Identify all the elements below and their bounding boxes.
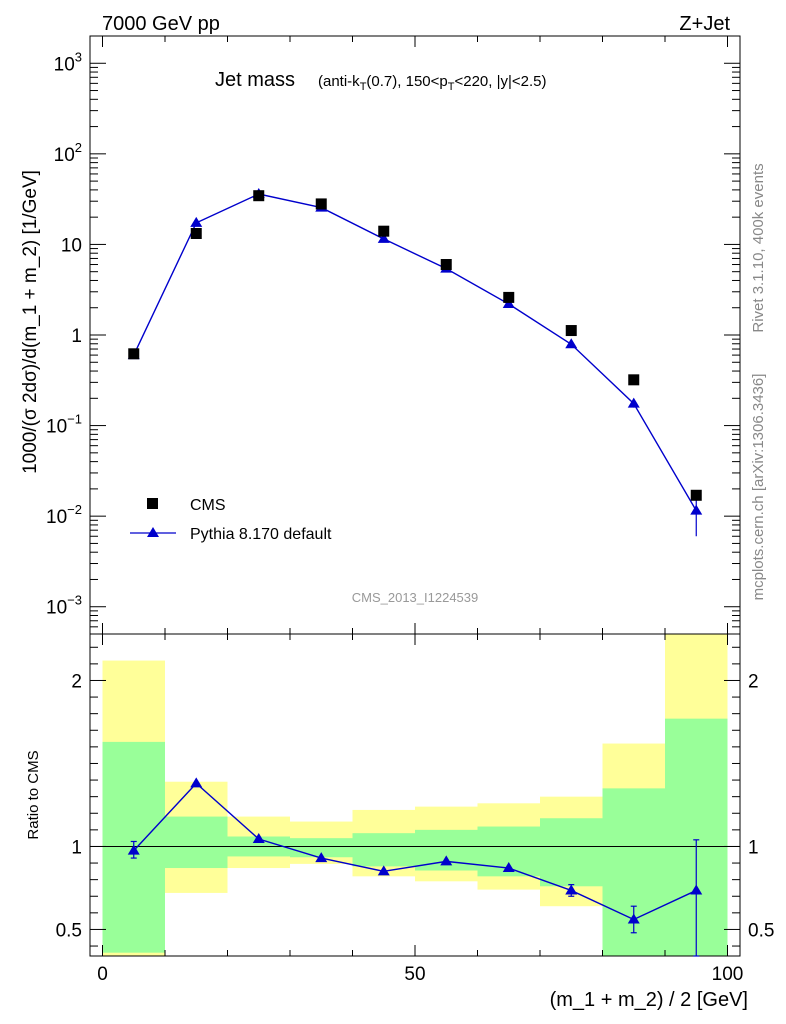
y-tick-label-1: 102	[54, 140, 82, 166]
ratio-inner-band-7	[540, 818, 603, 887]
legend-mc-label: Pythia 8.170 default	[190, 526, 332, 543]
y-tick-base-2: 10	[61, 235, 82, 256]
mc-marker-8	[627, 397, 640, 408]
mc-marker-6	[502, 297, 515, 308]
y-tick-exp-5: −2	[67, 502, 82, 517]
ratio-series	[127, 777, 703, 957]
ratio-marker-4	[377, 865, 390, 876]
mc-line	[133, 193, 697, 512]
ratio-y-axis-label: Ratio to CMS	[25, 750, 42, 839]
analysis-watermark: CMS_2013_I1224539	[352, 590, 479, 605]
cms-marker-4	[378, 225, 390, 237]
subtitle-part-1: (anti-k	[318, 73, 360, 90]
y-tick-exp-6: −3	[67, 593, 82, 608]
ratio-tick-label-left-1: 1	[71, 837, 82, 858]
subtitle-sub-1: T	[360, 81, 367, 93]
mc-marker-7	[565, 338, 578, 349]
ratio-marker-3	[315, 852, 328, 863]
y-tick-base-0: 10	[54, 54, 75, 75]
subtitle-part-2: (0.7), 150<p	[366, 73, 447, 90]
y-tick-label-0: 103	[54, 49, 82, 75]
cms-marker-7	[565, 325, 577, 337]
subtitle-part-3: <220, |y|<2.5)	[454, 73, 546, 90]
x-axis-label: (m_1 + m_2) / 2 [GeV]	[550, 989, 748, 1011]
y-tick-exp-4: −1	[67, 412, 82, 427]
ratio-marker-8	[627, 913, 640, 924]
y-tick-base-6: 10	[46, 598, 67, 619]
mcplots-label: mcplots.cern.ch [arXiv:1306.3436]	[750, 374, 767, 601]
cms-marker-5	[440, 259, 452, 271]
cms-marker-2	[253, 190, 265, 202]
mc-marker-9	[690, 504, 703, 515]
cms-marker-3	[315, 198, 327, 210]
y-tick-label-6: 10−3	[46, 593, 82, 619]
ratio-marker-1	[190, 777, 203, 788]
ratio-marker-6	[502, 862, 515, 873]
ratio-tick-label-left-2: 2	[71, 671, 82, 692]
cms-marker-0	[128, 348, 140, 360]
header-process: Z+Jet	[679, 13, 730, 35]
ratio-tick-label-right-2: 2	[748, 671, 759, 692]
plot-title: Jet mass	[215, 69, 295, 91]
x-tick-label-0: 0	[97, 964, 108, 985]
y-tick-base-1: 10	[54, 145, 75, 166]
ratio-tick-label-right-1: 1	[748, 837, 759, 858]
main-plot-frame	[89, 35, 741, 635]
ratio-marker-9	[690, 884, 703, 895]
y-tick-base-3: 1	[71, 326, 82, 347]
rivet-label: Rivet 3.1.10, 400k events	[750, 163, 767, 332]
ratio-inner-band-1	[165, 816, 228, 869]
legend-mc-marker	[147, 527, 159, 537]
ratio-line	[133, 782, 697, 921]
x-tick-label-1: 50	[404, 964, 425, 985]
ratio-marker-7	[565, 884, 578, 895]
subtitle-sub-2: T	[448, 81, 455, 93]
legend-cms-label: CMS	[190, 497, 226, 514]
y-tick-exp-0: 3	[75, 49, 82, 64]
ratio-marker-2	[252, 832, 265, 843]
y-tick-exp-1: 2	[75, 140, 82, 155]
cms-marker-1	[190, 228, 202, 240]
mc-marker-1	[190, 216, 203, 227]
y-tick-label-4: 10−1	[46, 412, 82, 438]
y-tick-label-3: 1	[71, 326, 82, 347]
ratio-marker-5	[440, 855, 453, 866]
y-tick-base-5: 10	[46, 507, 67, 528]
main-y-axis-label: 1000/(σ 2dσ)/d(m_1 + m_2) [1/GeV]	[20, 170, 41, 474]
ratio-marker-0	[127, 844, 140, 855]
x-tick-label-2: 100	[712, 964, 744, 985]
ratio-inner-band-3	[290, 838, 353, 858]
cms-marker-9	[690, 489, 702, 501]
legend-cms-marker	[147, 498, 158, 509]
ratio-inner-band-4	[352, 833, 415, 867]
ratio-tick-label-left-0: 0.5	[56, 920, 82, 941]
cms-marker-8	[628, 374, 640, 386]
cms-marker-6	[503, 291, 515, 303]
y-tick-label-5: 10−2	[46, 502, 82, 528]
y-tick-label-2: 10	[61, 235, 82, 256]
ratio-tick-label-right-0: 0.5	[748, 920, 774, 941]
plot-subtitle: (anti-kT(0.7), 150<pT<220, |y|<2.5)	[318, 73, 547, 93]
mc-marker-4	[377, 232, 390, 243]
main-series	[127, 188, 703, 537]
y-tick-base-4: 10	[46, 417, 67, 438]
header-energy: 7000 GeV pp	[102, 13, 220, 35]
